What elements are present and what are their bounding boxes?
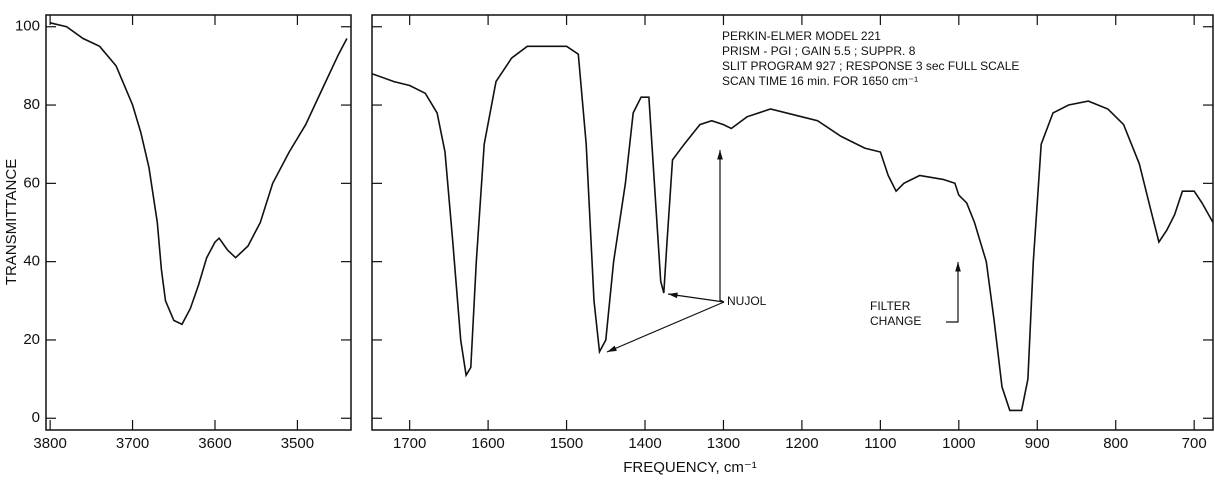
y-tick-label: 60 xyxy=(23,174,40,191)
y-tick-label: 0 xyxy=(32,409,40,426)
x-tick-label: 1400 xyxy=(628,435,661,452)
x-tick-label: 1500 xyxy=(550,435,583,452)
x-tick-label: 1600 xyxy=(471,435,504,452)
plot-frame xyxy=(45,14,352,431)
x-tick-label: 700 xyxy=(1182,435,1207,452)
annotation: SCAN TIME 16 min. FOR 1650 cm⁻¹ xyxy=(722,74,918,88)
x-tick-label: 900 xyxy=(1025,435,1050,452)
annotation: CHANGE xyxy=(870,314,921,328)
y-tick-label: 100 xyxy=(15,18,40,35)
y-tick-label: 80 xyxy=(23,96,40,113)
x-tick-label: 1300 xyxy=(707,435,740,452)
y-tick-label: 20 xyxy=(23,331,40,348)
x-tick-label: 3600 xyxy=(198,435,231,452)
x-tick-label: 1700 xyxy=(393,435,426,452)
x-tick-label: 1000 xyxy=(942,435,975,452)
x-tick-label: 3500 xyxy=(281,435,314,452)
annotation: PERKIN-ELMER MODEL 221 xyxy=(722,29,881,43)
annotation: SLIT PROGRAM 927 ; RESPONSE 3 sec FULL S… xyxy=(722,59,1019,73)
arrow xyxy=(946,262,961,323)
arrow xyxy=(667,292,725,303)
x-tick-label: 1200 xyxy=(785,435,818,452)
arrow xyxy=(717,150,725,303)
annotation: PRISM - PGI ; GAIN 5.5 ; SUPPR. 8 xyxy=(722,44,916,58)
y-axis-label: TRANSMITTANCE xyxy=(3,159,20,285)
annotation: NUJOL xyxy=(727,294,767,308)
x-tick-label: 3800 xyxy=(33,435,66,452)
arrow xyxy=(606,301,725,353)
x-tick-label: 800 xyxy=(1103,435,1128,452)
x-axis-label: FREQUENCY, cm⁻¹ xyxy=(623,459,756,476)
x-tick-label: 3700 xyxy=(116,435,149,452)
y-tick-label: 40 xyxy=(23,253,40,270)
annotation: FILTER xyxy=(870,299,911,313)
spectrum-line xyxy=(49,22,348,326)
x-tick-label: 1100 xyxy=(864,435,896,452)
spectrum-line xyxy=(371,45,1214,412)
